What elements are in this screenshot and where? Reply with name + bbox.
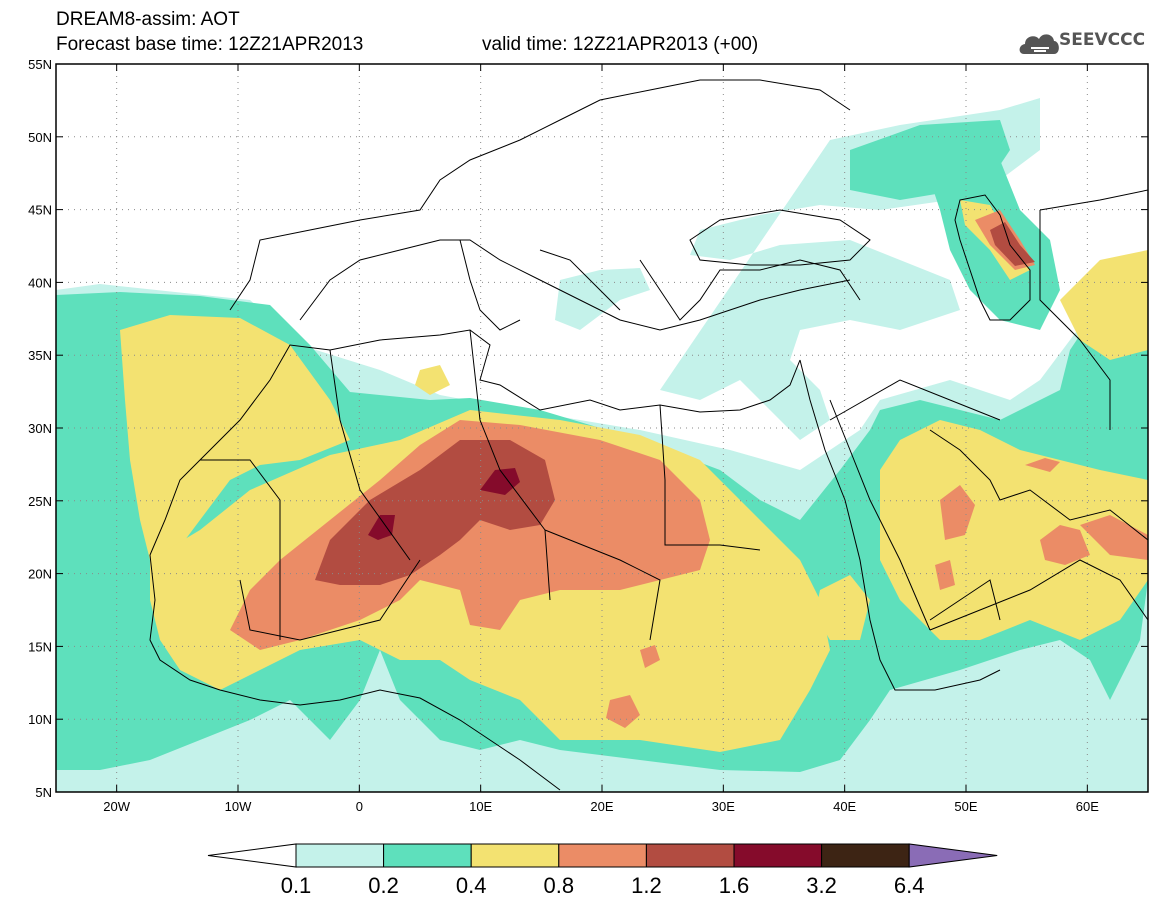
colorbar-swatch — [470, 843, 560, 868]
colorbar-level-label: 0.1 — [281, 873, 312, 898]
colorbar-level-label: 1.2 — [631, 873, 662, 898]
valid-time: valid time: 12Z21APR2013 (+00) — [482, 34, 759, 55]
cloud-logo-icon — [1019, 34, 1059, 54]
colorbar-swatch — [295, 843, 385, 868]
lon-tick-label: 60E — [1076, 799, 1099, 814]
lat-tick-label: 40N — [28, 275, 52, 290]
colorbar-level-label: 0.4 — [456, 873, 487, 898]
logo-wordmark: SEEVCCC — [1059, 30, 1146, 50]
colorbar-under-triangle — [207, 843, 297, 868]
lat-tick-label: 5N — [35, 785, 52, 800]
forecast-base-time: Forecast base time: 12Z21APR2013 — [56, 34, 364, 55]
lat-tick-label: 10N — [28, 712, 52, 727]
colorbar-swatch — [645, 843, 735, 868]
colorbar-level-label: 0.2 — [368, 873, 399, 898]
colorbar-level-label: 0.8 — [544, 873, 575, 898]
colorbar-swatch — [821, 843, 910, 868]
colorbar-level-label: 1.6 — [719, 873, 750, 898]
lon-tick-label: 40E — [833, 799, 856, 814]
lat-tick-label: 45N — [28, 203, 52, 218]
latitude-axis: 55N 50N 45N 40N 35N 30N 25N 20N 15N 10N 5N — [28, 57, 1148, 800]
lon-tick-label: 10E — [469, 799, 492, 814]
lon-tick-label: 30E — [712, 799, 735, 814]
lon-tick-label: 20W — [103, 799, 130, 814]
lat-tick-label: 15N — [28, 639, 52, 654]
lat-tick-label: 35N — [28, 348, 52, 363]
lon-tick-label: 10W — [225, 799, 252, 814]
lat-tick-label: 25N — [28, 494, 52, 509]
aot-level-0-8 — [230, 210, 1148, 728]
lon-tick-label: 20E — [590, 799, 613, 814]
colorbar: 0.1 0.2 0.4 0.8 1.2 1.6 3.2 6.4 — [207, 843, 998, 898]
colorbar-swatch — [733, 843, 823, 868]
map-title: DREAM8-assim: AOT — [56, 9, 240, 30]
aot-field — [56, 64, 1148, 792]
lat-tick-label: 50N — [28, 130, 52, 145]
lon-tick-label: 0 — [356, 799, 363, 814]
lat-tick-label: 30N — [28, 421, 52, 436]
lat-tick-label: 55N — [28, 57, 52, 72]
colorbar-over-triangle — [908, 843, 998, 868]
colorbar-level-label: 6.4 — [894, 873, 925, 898]
map-graticule — [56, 64, 1148, 792]
lon-tick-label: 50E — [954, 799, 977, 814]
longitude-axis: 20W 10W 0 10E 20E 30E 40E 50E 60E — [103, 64, 1099, 814]
coastlines — [149, 79, 1148, 791]
lat-tick-label: 20N — [28, 567, 52, 582]
aot-level-1-6 — [368, 468, 520, 540]
colorbar-level-label: 3.2 — [806, 873, 837, 898]
colorbar-swatch — [383, 843, 472, 868]
colorbar-swatch — [558, 843, 647, 868]
